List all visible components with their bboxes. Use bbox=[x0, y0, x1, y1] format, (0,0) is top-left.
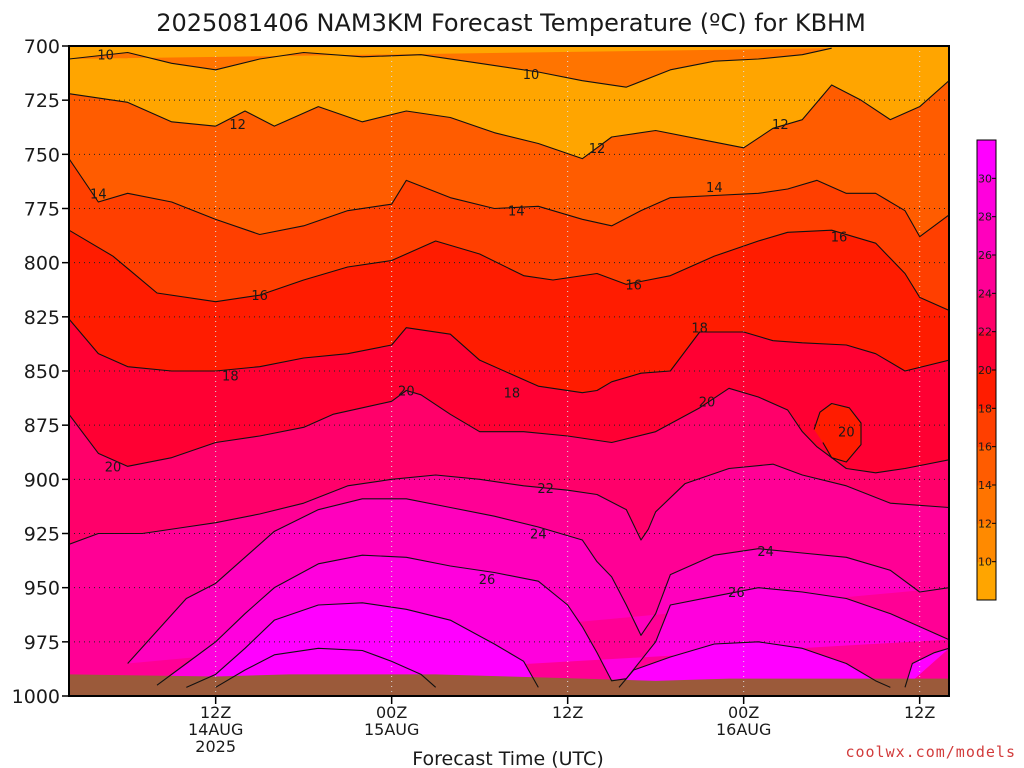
contour-label-20: 20 bbox=[699, 395, 716, 410]
contour-12-1 bbox=[69, 80, 949, 160]
colorbar-swatch-2 bbox=[977, 485, 996, 524]
contour-14-2 bbox=[69, 158, 949, 238]
y-tick-label-725: 725 bbox=[24, 90, 60, 112]
x-tick-label: 2025 bbox=[195, 737, 236, 756]
contour-24-8 bbox=[127, 498, 949, 664]
colorbar-label-14: 14 bbox=[978, 479, 992, 492]
contour-28-12 bbox=[904, 647, 949, 688]
contour-label-18: 18 bbox=[222, 369, 239, 384]
x-tick-label: 12Z bbox=[904, 703, 935, 722]
ground-fill bbox=[69, 674, 949, 696]
y-tick-label-775: 775 bbox=[24, 199, 60, 221]
colorbar-swatch-6 bbox=[977, 331, 996, 371]
contour-label-12: 12 bbox=[589, 142, 606, 157]
colorbar-label-16: 16 bbox=[978, 441, 992, 454]
x-tick-label: 15AUG bbox=[364, 720, 419, 739]
contour-label-20: 20 bbox=[398, 385, 415, 400]
y-tick-label-700: 700 bbox=[24, 36, 60, 58]
colorbar-label-12: 12 bbox=[978, 517, 992, 530]
colorbar-label-24: 24 bbox=[978, 287, 992, 300]
x-tick-label: 12Z bbox=[200, 703, 231, 722]
contour-label-24: 24 bbox=[530, 528, 547, 543]
contour-22-7 bbox=[69, 463, 949, 545]
contour-label-12: 12 bbox=[772, 118, 789, 133]
band-cell-28-6 bbox=[905, 648, 949, 688]
colorbar-swatch-8 bbox=[977, 255, 996, 294]
y-tick-label-800: 800 bbox=[24, 253, 60, 275]
colorbar-swatch-10 bbox=[977, 178, 996, 218]
x-tick-label: 14AUG bbox=[188, 720, 243, 739]
colorbar-swatch-1 bbox=[977, 523, 996, 563]
contour-label-10: 10 bbox=[97, 49, 114, 64]
band-cell-28-5 bbox=[619, 641, 891, 688]
colorbar: 10 12 14 16 18 20 22 24 26 28 30 bbox=[976, 139, 997, 601]
contour-label-16: 16 bbox=[831, 231, 848, 246]
contour-28-10 bbox=[186, 602, 539, 688]
x-tick-label: 16AUG bbox=[716, 720, 771, 739]
contour-18-4 bbox=[69, 318, 949, 394]
x-tick-label: 00Z bbox=[728, 703, 759, 722]
y-tick-label-1000: 1000 bbox=[12, 686, 60, 708]
y-tick-label-850: 850 bbox=[24, 361, 60, 383]
contour-30-13 bbox=[215, 647, 437, 688]
credit-text: coolwx.com/models bbox=[845, 743, 1016, 761]
x-tick-label: 12Z bbox=[552, 703, 583, 722]
contour-10-0 bbox=[69, 47, 832, 88]
colorbar-swatch-11 bbox=[977, 140, 996, 179]
band-cell-10-0 bbox=[69, 48, 832, 88]
contour-20-6 bbox=[813, 402, 862, 463]
contour-label-18: 18 bbox=[504, 387, 521, 402]
contour-label-24: 24 bbox=[757, 545, 774, 560]
contour-label-14: 14 bbox=[90, 187, 107, 202]
colorbar-swatch-4 bbox=[977, 408, 996, 448]
contour-label-20: 20 bbox=[105, 460, 122, 475]
x-tick-label: 00Z bbox=[376, 703, 407, 722]
contour-28-11 bbox=[618, 641, 891, 688]
chart-title: 2025081406 NAM3KM Forecast Temperature (… bbox=[156, 9, 866, 37]
contour-label-14: 14 bbox=[706, 181, 723, 196]
y-axis: 700 725 750 775 800 825 850 875 900 925 950 975 1000 bbox=[12, 36, 69, 708]
colorbar-swatch-7 bbox=[977, 293, 996, 333]
contour-16-3 bbox=[69, 229, 949, 311]
colorbar-swatch-3 bbox=[977, 446, 996, 486]
contour-labels: 10 10 12 12 12 14 14 14 16 16 16 18 18 18 20 20 20 20 22 24… bbox=[90, 49, 855, 601]
contour-label-26: 26 bbox=[728, 586, 745, 601]
y-tick-label-950: 950 bbox=[24, 578, 60, 600]
contour-label-18: 18 bbox=[691, 322, 708, 337]
contour-label-14: 14 bbox=[508, 205, 525, 220]
colorbar-label-10: 10 bbox=[978, 556, 992, 569]
colorbar-label-22: 22 bbox=[978, 326, 992, 339]
contour-label-22: 22 bbox=[537, 482, 554, 497]
colorbar-label-26: 26 bbox=[978, 249, 992, 262]
contour-label-16: 16 bbox=[625, 278, 642, 293]
y-tick-label-875: 875 bbox=[24, 415, 60, 437]
colorbar-label-20: 20 bbox=[978, 364, 992, 377]
y-tick-label-925: 925 bbox=[24, 524, 60, 546]
colorbar-label-28: 28 bbox=[978, 211, 992, 224]
colorbar-swatch-9 bbox=[977, 216, 996, 256]
contour-lines bbox=[69, 47, 949, 688]
contour-label-16: 16 bbox=[251, 289, 268, 304]
y-tick-label-750: 750 bbox=[24, 144, 60, 166]
contour-26-9 bbox=[156, 554, 949, 686]
y-tick-label-900: 900 bbox=[24, 469, 60, 491]
x-axis-title: Forecast Time (UTC) bbox=[412, 748, 603, 768]
ground-surface bbox=[69, 674, 949, 696]
contour-label-20: 20 bbox=[838, 426, 855, 441]
colorbar-swatch-0 bbox=[977, 561, 996, 601]
contour-label-26: 26 bbox=[479, 573, 496, 588]
colorbar-swatch-5 bbox=[977, 370, 996, 409]
contour-label-12: 12 bbox=[229, 118, 246, 133]
y-tick-label-975: 975 bbox=[24, 632, 60, 654]
colorbar-label-30: 30 bbox=[978, 172, 992, 185]
colorbar-label-18: 18 bbox=[978, 402, 992, 415]
contour-20-5 bbox=[69, 387, 949, 474]
plot-area bbox=[69, 46, 949, 696]
y-tick-label-825: 825 bbox=[24, 307, 60, 329]
contour-label-10: 10 bbox=[523, 68, 540, 83]
